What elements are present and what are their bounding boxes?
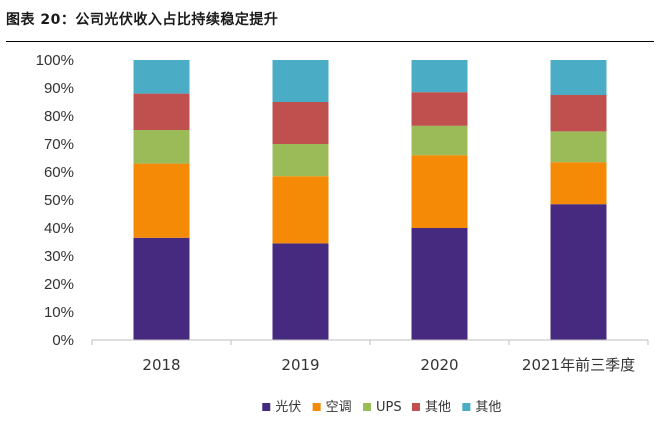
bar-segment-2020-series-5 <box>411 60 468 93</box>
legend-swatch-1 <box>262 403 271 411</box>
y-tick-label: 80% <box>44 108 74 125</box>
bar-segment-2018-series-2 <box>133 163 190 238</box>
legend-label-4: 其他 <box>425 400 451 415</box>
y-tick-label: 10% <box>44 304 74 321</box>
y-tick-label: 60% <box>44 164 74 181</box>
legend-swatch-2 <box>312 403 321 411</box>
legend-swatch-3 <box>363 403 372 411</box>
bar-segment-2021年前三季度-series-1 <box>550 204 607 340</box>
legend: 光伏 空调 UPS 其他 其他 <box>262 400 501 415</box>
legend-label-3: UPS <box>376 400 402 415</box>
title-divider <box>6 41 654 42</box>
bar-segment-2019-series-4 <box>272 102 329 144</box>
bar-segment-2018-series-1 <box>133 237 190 340</box>
bar-segment-2019-series-5 <box>272 60 329 102</box>
bar-segment-2020-series-4 <box>411 92 468 126</box>
bars-group <box>133 60 607 340</box>
y-tick-label: 90% <box>44 80 74 97</box>
y-tick-label: 40% <box>44 220 74 237</box>
bar-segment-2019-series-1 <box>272 243 329 340</box>
x-tick-label: 2021年前三季度 <box>522 356 635 374</box>
y-tick-label: 30% <box>44 248 74 265</box>
bar-segment-2021年前三季度-series-5 <box>550 60 607 95</box>
figure-title: 图表 20：公司光伏收入占比持续稳定提升 <box>6 12 279 28</box>
y-tick-labels: 0% 10% 20% 30% 40% 50% 60% 70% 80% 90% 100% <box>36 52 74 349</box>
y-tick-label: 70% <box>44 136 74 153</box>
legend-swatch-5 <box>462 403 471 411</box>
bar-segment-2021年前三季度-series-4 <box>550 95 607 132</box>
bar-segment-2020-series-3 <box>411 125 468 156</box>
bar-segment-2018-series-3 <box>133 130 190 164</box>
y-tick-label: 0% <box>52 332 74 349</box>
bar-segment-2019-series-3 <box>272 144 329 177</box>
legend-swatch-4 <box>411 403 420 411</box>
bar-segment-2019-series-2 <box>272 176 329 244</box>
legend-label-5: 其他 <box>475 400 501 415</box>
x-tick-labels: 2018 2019 2020 2021年前三季度 <box>142 356 635 374</box>
y-tick-label: 20% <box>44 276 74 293</box>
bar-segment-2021年前三季度-series-3 <box>550 131 607 163</box>
bar-segment-2018-series-5 <box>133 60 190 94</box>
bar-segment-2020-series-1 <box>411 228 468 340</box>
bar-segment-2021年前三季度-series-2 <box>550 162 607 205</box>
y-tick-label: 50% <box>44 192 74 209</box>
legend-label-2: 空调 <box>326 400 352 415</box>
legend-label-1: 光伏 <box>275 400 301 415</box>
bar-segment-2018-series-4 <box>133 93 190 130</box>
x-tick-label: 2018 <box>142 356 180 374</box>
x-tick-label: 2020 <box>420 356 458 374</box>
bar-segment-2020-series-2 <box>411 155 468 228</box>
x-tick-label: 2019 <box>281 356 319 374</box>
axis-group <box>91 339 649 345</box>
y-tick-label: 100% <box>36 52 74 69</box>
